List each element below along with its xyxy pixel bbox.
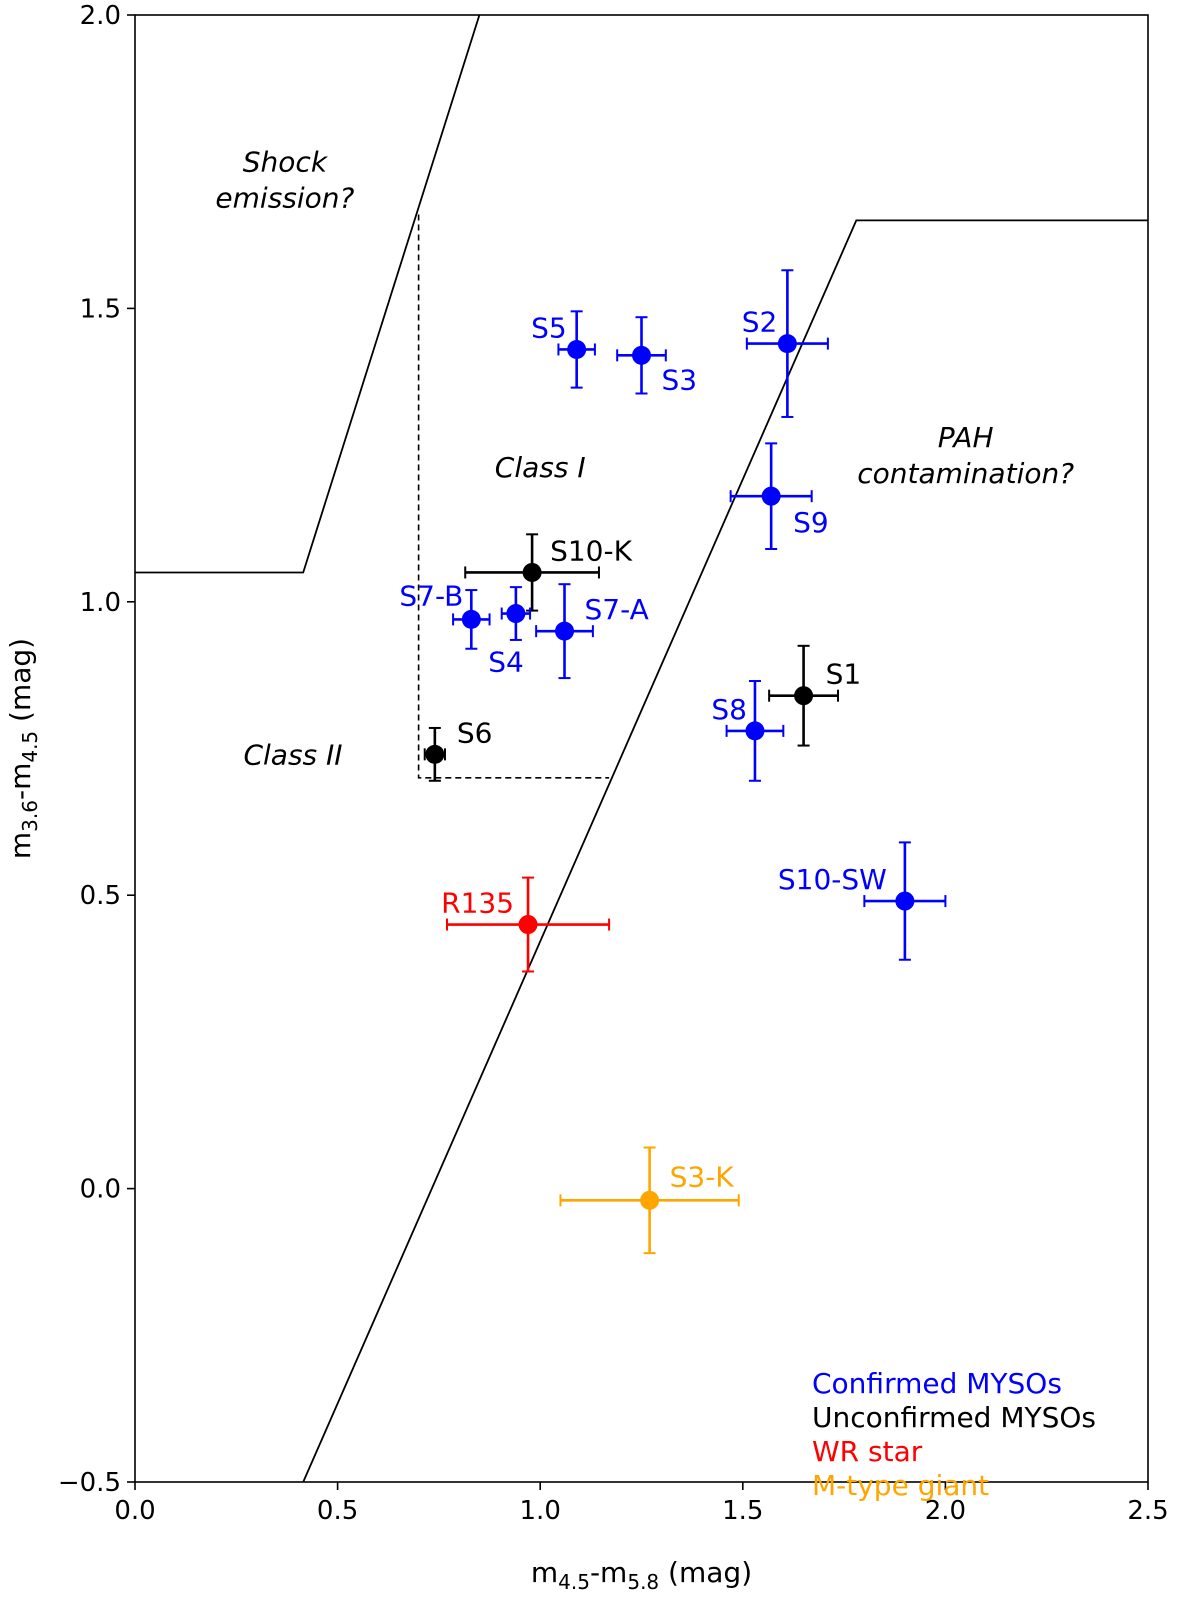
x-tick-label: 1.5: [722, 1496, 763, 1526]
region-label: PAH: [938, 421, 994, 454]
data-point: [522, 562, 542, 582]
data-point: [777, 334, 797, 354]
y-tick-label: −0.5: [58, 1468, 121, 1498]
shock-boundary-line: [135, 15, 481, 574]
legend-entry: Unconfirmed MYSOs: [812, 1401, 1096, 1434]
axis-ticks: 0.0 0.5 1.0 1.5 2.0 2.5−0.50.00.51.01.52.0: [58, 1, 1169, 1526]
x-tick-label: 0.0: [114, 1496, 155, 1526]
data-point: [794, 686, 814, 706]
y-axis-title: m3.6-m4.5 (mag): [4, 638, 42, 859]
y-tick-label: 2.0: [80, 1, 121, 31]
data-point: [555, 621, 575, 641]
data-point: [761, 486, 781, 506]
point-label: S2: [742, 306, 778, 339]
legend-entry: Confirmed MYSOs: [812, 1367, 1062, 1400]
legend-entry: WR star: [812, 1435, 923, 1468]
point-label: S5: [531, 311, 567, 344]
region-boundaries: [135, 15, 1148, 1482]
pah-boundary-line: [302, 219, 1148, 1482]
data-point: [425, 744, 445, 764]
region-label: contamination?: [857, 457, 1074, 490]
y-tick-label: 0.5: [80, 881, 121, 911]
point-label: S10-SW: [778, 863, 887, 896]
data-point: [640, 1190, 660, 1210]
point-label: S7-A: [585, 593, 649, 626]
x-tick-label: 2.5: [1127, 1496, 1168, 1526]
point-label: S3-K: [670, 1160, 735, 1193]
region-label: Class I: [495, 451, 586, 484]
point-labels: S5 S3 S2 S9 S10-K S7-B S4 S7-A S1 S8 S6 S10-SW R135 S…: [399, 306, 886, 1194]
data-point: [567, 339, 587, 359]
data-point: [895, 891, 915, 911]
point-label: R135: [441, 887, 514, 920]
point-label: S3: [662, 363, 698, 396]
y-tick-label: 1.0: [80, 588, 121, 618]
x-tick-label: 0.5: [317, 1496, 358, 1526]
data-point: [518, 915, 538, 935]
x-tick-label: 2.0: [925, 1496, 966, 1526]
point-label: S8: [711, 693, 747, 726]
plot-frame: [134, 14, 1149, 1483]
class-boundary-line: [417, 214, 610, 779]
region-label: emission?: [215, 181, 354, 214]
region-label: Shock: [243, 145, 329, 178]
point-label: S7-B: [399, 579, 463, 612]
point-label: S6: [457, 716, 493, 749]
data-point: [506, 604, 526, 624]
data-point: [461, 609, 481, 629]
x-tick-label: 1.0: [520, 1496, 561, 1526]
region-label: Class II: [243, 738, 342, 771]
point-label: S1: [826, 658, 862, 691]
x-axis-title: m4.5-m5.8 (mag): [531, 1556, 752, 1594]
data-points: [425, 334, 915, 1210]
y-tick-label: 1.5: [80, 294, 121, 324]
point-label: S4: [488, 646, 524, 679]
point-label: S9: [793, 506, 829, 539]
data-point: [632, 345, 651, 365]
y-tick-label: 0.0: [80, 1175, 121, 1205]
legend-entry: M-type giant: [812, 1469, 989, 1502]
error-bars: [423, 269, 947, 1255]
point-label: S10-K: [550, 534, 633, 567]
data-point: [745, 721, 765, 741]
